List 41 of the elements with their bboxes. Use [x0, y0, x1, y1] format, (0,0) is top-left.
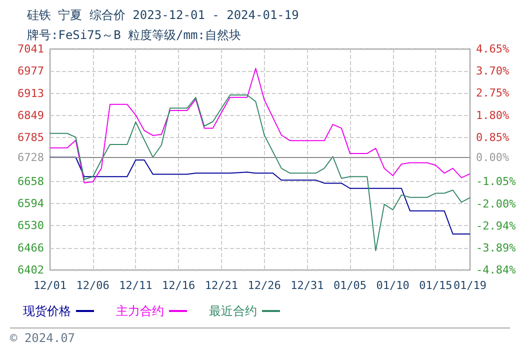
x-tick-label: 12/16: [162, 279, 196, 292]
chart-subtitle: 牌号:FeSi75～B 粒度等级/mm:自然块: [27, 28, 241, 42]
legend-label: 现货价格: [23, 304, 71, 318]
x-tick-label: 01/15: [419, 279, 452, 292]
x-tick-label: 01/19: [453, 279, 487, 292]
y-tick-label: 6594: [18, 197, 44, 210]
chart-title: 硅铁 宁夏 综合价 2023-12-01 - 2024-01-19: [26, 8, 299, 22]
y-tick-label: 6530: [18, 219, 44, 232]
y2-tick-label: -2.00%: [476, 197, 516, 210]
y-tick-label: 6728: [18, 150, 44, 164]
y2-tick-label: -1.05%: [476, 175, 516, 188]
y2-tick-label: 4.65%: [476, 42, 510, 56]
text: © 2024.07: [10, 331, 76, 345]
y-tick-label: 6977: [18, 64, 44, 78]
x-tick-label: 12/21: [204, 279, 238, 292]
y2-tick-label: 0.00%: [476, 150, 510, 164]
y2-tick-label: -4.84%: [476, 264, 516, 276]
x-tick-label: 12/11: [119, 279, 152, 292]
x-tick-label: 12/31: [290, 279, 324, 292]
y2-tick-label: 0.85%: [476, 130, 510, 144]
y-tick-label: 7041: [18, 42, 44, 56]
y2-tick-label: 2.75%: [476, 86, 510, 100]
y2-tick-label: 1.80%: [476, 108, 510, 122]
y-tick-label: 6849: [18, 108, 44, 122]
x-tick-label: 01/10: [376, 279, 410, 292]
x-tick-label: 01/05: [333, 279, 367, 292]
y-tick-label: 6658: [18, 174, 44, 188]
y-tick-label: 6913: [18, 86, 44, 100]
y-tick-label: 6466: [18, 241, 44, 254]
y-tick-label: 6402: [18, 264, 44, 276]
y2-tick-label: -3.89%: [476, 241, 516, 254]
line-series: [50, 94, 470, 252]
x-tick-label: 12/26: [248, 279, 281, 292]
y-tick-label: 6785: [18, 131, 44, 144]
legend-label: 最近合约: [209, 304, 257, 318]
y2-tick-label: -2.94%: [476, 219, 516, 232]
y2-tick-label: 3.70%: [476, 64, 510, 78]
line-series: [50, 68, 470, 184]
legend-label: 主力合约: [116, 304, 164, 318]
x-tick-label: 12/01: [33, 279, 67, 292]
x-tick-label: 12/06: [76, 279, 110, 292]
